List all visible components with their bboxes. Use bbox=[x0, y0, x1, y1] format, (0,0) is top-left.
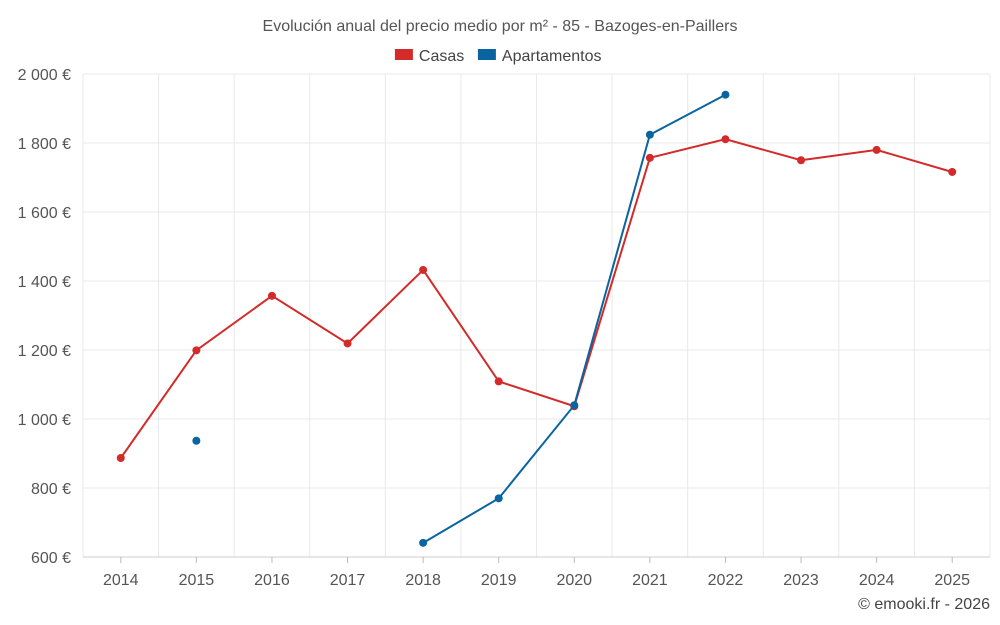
series-line-casas bbox=[119, 138, 953, 459]
series-layer bbox=[116, 90, 957, 547]
point-apartamentos-2021 bbox=[645, 130, 654, 139]
y-tick-label: 600 € bbox=[31, 550, 71, 567]
x-tick-label: 2016 bbox=[254, 572, 290, 589]
point-casas-2022 bbox=[721, 135, 730, 144]
legend-label-apartamentos: Apartamentos bbox=[502, 48, 602, 65]
point-apartamentos-2018 bbox=[419, 538, 428, 547]
x-axis: 2014 2015 2016 2017 2018 2019 2020 2021 2022 2023… bbox=[103, 557, 970, 589]
point-apartamentos-2015 bbox=[192, 436, 201, 445]
point-casas-2017 bbox=[343, 339, 352, 348]
credit: © emooki.fr - 2026 bbox=[858, 596, 990, 613]
x-tick-label: 2019 bbox=[481, 572, 517, 589]
x-tick-label: 2018 bbox=[405, 572, 441, 589]
x-tick-label: 2014 bbox=[103, 572, 139, 589]
y-axis: 600 € 800 € 1 000 € 1 200 € 1 400 € 1 600 € 1 … bbox=[18, 67, 71, 567]
y-tick-label: 800 € bbox=[31, 481, 71, 498]
legend: Casas Apartamentos bbox=[394, 48, 602, 65]
x-tick-label: 2025 bbox=[934, 572, 970, 589]
y-tick-label: 1 600 € bbox=[18, 205, 71, 222]
point-casas-2015 bbox=[192, 346, 201, 355]
legend-label-casas: Casas bbox=[419, 48, 464, 65]
point-casas-2019 bbox=[494, 377, 503, 386]
grid bbox=[82, 73, 991, 558]
point-apartamentos-2022 bbox=[721, 90, 730, 99]
chart-title: Evolución anual del precio medio por m² … bbox=[263, 18, 738, 35]
point-apartamentos-2020 bbox=[570, 401, 579, 410]
y-tick-label: 1 400 € bbox=[18, 274, 71, 291]
legend-swatch-apartamentos bbox=[477, 49, 496, 60]
y-tick-label: 2 000 € bbox=[18, 67, 71, 84]
y-tick-label: 1 800 € bbox=[18, 136, 71, 153]
y-tick-label: 1 200 € bbox=[18, 343, 71, 360]
x-tick-label: 2021 bbox=[632, 572, 668, 589]
point-casas-2018 bbox=[419, 265, 428, 274]
x-tick-label: 2024 bbox=[859, 572, 895, 589]
point-casas-2024 bbox=[872, 145, 881, 154]
x-tick-label: 2017 bbox=[330, 572, 366, 589]
x-tick-label: 2020 bbox=[556, 572, 592, 589]
point-casas-2021 bbox=[645, 153, 654, 162]
x-tick-label: 2015 bbox=[179, 572, 215, 589]
y-tick-label: 1 000 € bbox=[18, 412, 71, 429]
point-casas-2023 bbox=[797, 156, 806, 165]
point-casas-2025 bbox=[948, 167, 957, 176]
legend-swatch-casas bbox=[394, 49, 413, 60]
point-apartamentos-2019 bbox=[494, 494, 503, 503]
series-line-apartamentos bbox=[422, 93, 726, 544]
x-tick-label: 2023 bbox=[783, 572, 819, 589]
point-casas-2016 bbox=[267, 291, 276, 300]
point-casas-2014 bbox=[116, 453, 125, 462]
x-tick-label: 2022 bbox=[708, 572, 744, 589]
